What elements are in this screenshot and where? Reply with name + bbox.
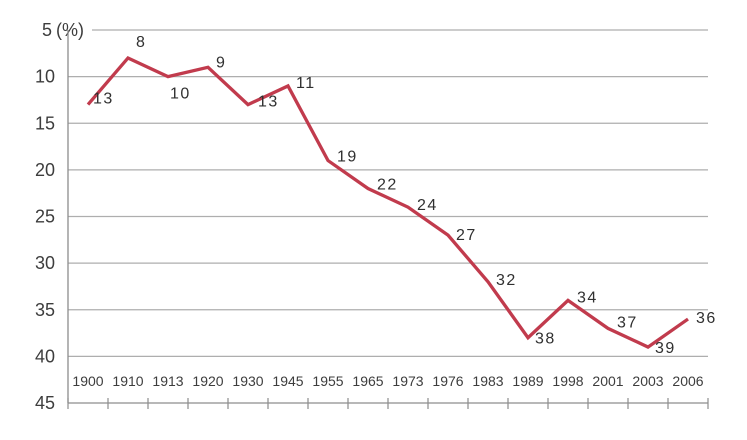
data-point-label-1930: 13 bbox=[258, 94, 279, 111]
x-axis-label-1910: 1910 bbox=[112, 373, 143, 389]
x-axis-label-2003: 2003 bbox=[632, 373, 663, 389]
y-axis-label-20: 20 bbox=[35, 160, 55, 180]
data-point-label-1900: 13 bbox=[93, 91, 114, 108]
x-axis-label-1955: 1955 bbox=[312, 373, 343, 389]
y-axis-label-25: 25 bbox=[35, 207, 55, 227]
y-axis-label-40: 40 bbox=[35, 346, 55, 366]
y-axis-label-45: 45 bbox=[35, 393, 55, 413]
y-axis-label-5: 5 bbox=[42, 20, 52, 40]
x-axis-label-1976: 1976 bbox=[432, 373, 463, 389]
y-axis-label-30: 30 bbox=[35, 253, 55, 273]
x-axis-label-1900: 1900 bbox=[72, 373, 103, 389]
series-line-percentage-series bbox=[86, 55, 689, 349]
data-point-label-1910: 8 bbox=[136, 34, 146, 51]
x-axis-label-1973: 1973 bbox=[392, 373, 423, 389]
data-point-label-1955: 19 bbox=[337, 149, 358, 166]
data-point-label-1945: 11 bbox=[296, 75, 316, 92]
data-point-label-2003: 39 bbox=[655, 340, 676, 357]
x-axis-label-1965: 1965 bbox=[352, 373, 383, 389]
data-point-label-2001: 37 bbox=[617, 314, 638, 331]
data-point-label-1973: 24 bbox=[417, 197, 438, 214]
data-point-label-1983: 32 bbox=[496, 272, 517, 289]
x-axis-label-2001: 2001 bbox=[592, 373, 623, 389]
y-axis-label-10: 10 bbox=[35, 67, 55, 87]
x-axis-label-1983: 1983 bbox=[472, 373, 503, 389]
data-point-label-1998: 34 bbox=[577, 289, 598, 306]
x-axis-label-1945: 1945 bbox=[272, 373, 303, 389]
x-axis-label-1913: 1913 bbox=[152, 373, 183, 389]
y-axis-label-15: 15 bbox=[35, 113, 55, 133]
y-axis-label-35: 35 bbox=[35, 300, 55, 320]
data-point-label-1965: 22 bbox=[377, 177, 398, 194]
data-point-label-1913: 10 bbox=[170, 86, 191, 103]
y-axis-unit-label: (%) bbox=[56, 20, 84, 40]
x-axis-label-1989: 1989 bbox=[512, 373, 543, 389]
x-axis-label-1920: 1920 bbox=[192, 373, 223, 389]
x-axis-label-1930: 1930 bbox=[232, 373, 263, 389]
data-point-label-1920: 9 bbox=[216, 54, 226, 71]
data-point-label-1976: 27 bbox=[456, 227, 477, 244]
x-axis-label-2006: 2006 bbox=[672, 373, 703, 389]
x-axis-label-1998: 1998 bbox=[552, 373, 583, 389]
data-point-label-2006: 36 bbox=[696, 310, 717, 327]
data-point-label-1989: 38 bbox=[535, 331, 556, 348]
